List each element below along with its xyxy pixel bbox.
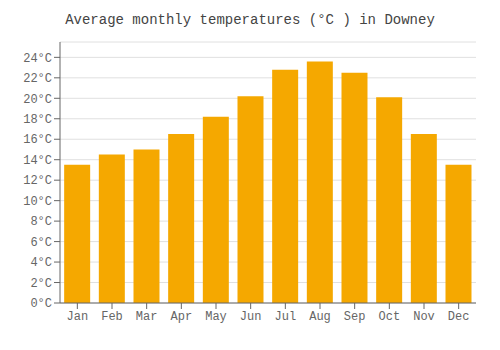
svg-text:14°C: 14°C [23, 154, 52, 168]
svg-text:Jan: Jan [67, 310, 89, 324]
svg-text:Jul: Jul [275, 310, 297, 324]
svg-text:22°C: 22°C [23, 72, 52, 86]
svg-text:Nov: Nov [413, 310, 435, 324]
svg-text:0°C: 0°C [30, 297, 52, 311]
html-text:Average monthly temperatures (: Average monthly temperatures (°C ) in Do… [65, 12, 435, 28]
svg-text:Sep: Sep [344, 310, 366, 324]
svg-text:4°C: 4°C [30, 256, 52, 270]
svg-text:6°C: 6°C [30, 236, 52, 250]
svg-text:Aug: Aug [309, 310, 331, 324]
svg-text:Dec: Dec [448, 310, 470, 324]
svg-text:20°C: 20°C [23, 93, 52, 107]
svg-text:10°C: 10°C [23, 195, 52, 209]
svg-text:18°C: 18°C [23, 113, 52, 127]
svg-text:24°C: 24°C [23, 52, 52, 66]
svg-text:Jun: Jun [240, 310, 262, 324]
svg-text:Feb: Feb [101, 310, 123, 324]
svg-text:Oct: Oct [379, 310, 401, 324]
svg-text:16°C: 16°C [23, 133, 52, 147]
svg-text:12°C: 12°C [23, 174, 52, 188]
svg-text:Mar: Mar [136, 310, 158, 324]
svg-text:Apr: Apr [171, 310, 193, 324]
svg-text:2°C: 2°C [30, 277, 52, 291]
svg-text:May: May [205, 310, 227, 324]
svg-text:8°C: 8°C [30, 215, 52, 229]
